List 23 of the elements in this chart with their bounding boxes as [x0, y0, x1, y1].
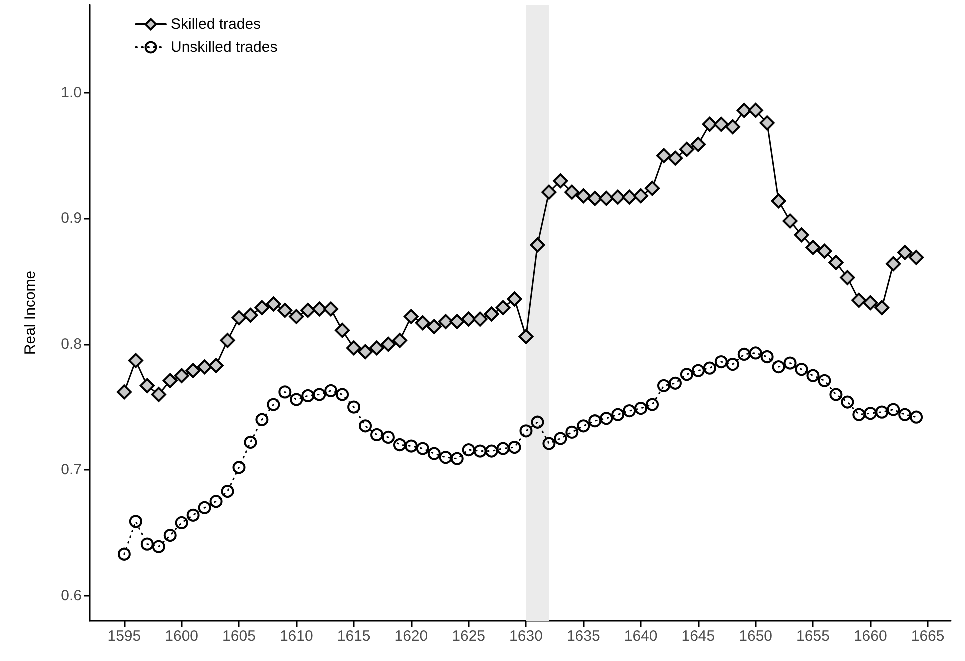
x-tick-label: 1600	[165, 628, 199, 645]
x-tick-label: 1640	[624, 628, 658, 645]
legend-label: Skilled trades	[171, 16, 262, 33]
y-tick-label: 0.8	[61, 336, 82, 353]
x-tick-label: 1645	[682, 628, 716, 645]
x-tick-label: 1635	[566, 628, 600, 645]
legend-label: Unskilled trades	[171, 39, 278, 56]
x-tick-label: 1610	[280, 628, 314, 645]
y-tick-label: 1.0	[61, 84, 82, 102]
x-tick-label: 1655	[796, 628, 830, 645]
x-tick-label: 1620	[394, 628, 428, 645]
x-tick-label: 1665	[911, 628, 945, 645]
x-tick-label: 1625	[452, 628, 486, 645]
x-tick-label: 1615	[337, 628, 371, 645]
x-tick-label: 1595	[108, 628, 142, 645]
y-tick-label: 0.7	[61, 462, 82, 479]
x-tick-label: 1650	[739, 628, 773, 645]
y-axis-title: Real Income	[22, 270, 39, 356]
x-tick-label: 1660	[854, 628, 888, 645]
y-tick-label: 0.6	[61, 587, 82, 604]
x-tick-label: 1630	[510, 628, 543, 645]
x-tick-label: 1605	[222, 628, 256, 645]
y-tick-label: 0.9	[61, 210, 82, 228]
